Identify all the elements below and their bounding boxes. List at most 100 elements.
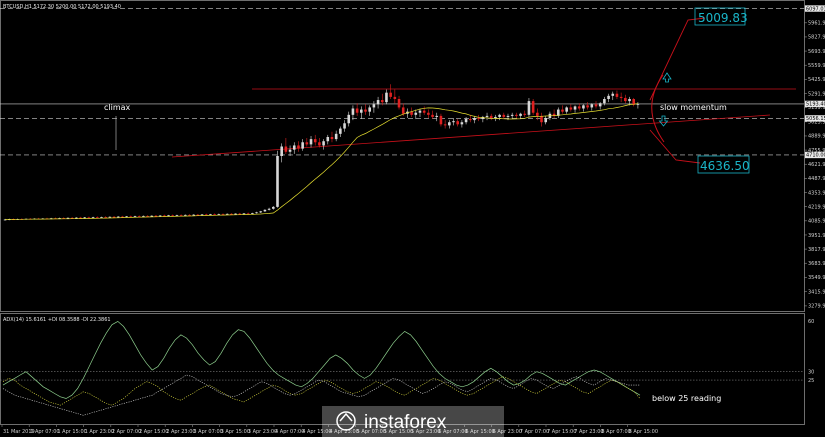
candle bbox=[477, 114, 480, 122]
candle bbox=[489, 113, 493, 121]
candle bbox=[368, 105, 371, 116]
candle-body bbox=[540, 115, 543, 123]
candle-body bbox=[234, 213, 237, 215]
candle-body bbox=[443, 124, 447, 126]
candle bbox=[607, 93, 610, 103]
candle-body bbox=[196, 214, 200, 216]
candle bbox=[410, 107, 413, 117]
watermark-text: instaforex bbox=[364, 412, 447, 433]
price-tick-label: 5559.95 bbox=[808, 63, 825, 69]
price-tag-box bbox=[805, 115, 825, 122]
candle bbox=[619, 92, 623, 103]
candle bbox=[582, 104, 585, 112]
candle-body bbox=[318, 142, 321, 146]
candle-body bbox=[586, 105, 589, 108]
price-tick-label: 4085.95 bbox=[808, 219, 825, 225]
candle-body bbox=[473, 118, 476, 121]
horizontal-levels bbox=[0, 8, 804, 156]
price-tick-label: 3951.95 bbox=[808, 233, 825, 239]
candle-body bbox=[158, 215, 162, 217]
candle-body bbox=[95, 217, 99, 219]
time-tick-label: 7 Apr 23:00 bbox=[574, 429, 603, 435]
candle bbox=[255, 211, 258, 214]
candle bbox=[133, 215, 137, 218]
candle-body bbox=[116, 216, 120, 218]
price-tick-label: 5425.95 bbox=[808, 77, 825, 83]
candle-body bbox=[154, 215, 158, 217]
candle-body bbox=[506, 115, 510, 117]
candle bbox=[292, 142, 296, 154]
candle bbox=[364, 104, 367, 115]
candle bbox=[515, 112, 518, 118]
time-tick-label: 2 Apr 15:00 bbox=[139, 429, 168, 435]
adx-tick-label: 60 bbox=[808, 319, 814, 325]
time-tick-label: 5 Apr 15:00 bbox=[384, 429, 413, 435]
candle-body bbox=[477, 118, 480, 120]
candle-body bbox=[175, 215, 179, 216]
candle bbox=[167, 214, 170, 217]
candle-body bbox=[489, 115, 493, 118]
candle-body bbox=[137, 216, 141, 217]
candle bbox=[544, 115, 548, 125]
adx-tick-label: 30 bbox=[808, 369, 814, 375]
moving-average-line bbox=[5, 103, 638, 220]
candle-body bbox=[569, 107, 573, 110]
candle bbox=[284, 138, 288, 154]
candle-body bbox=[401, 107, 405, 114]
candle-body bbox=[3, 219, 7, 221]
lower-target-label: 4636.50 bbox=[700, 159, 750, 173]
candle-body bbox=[372, 104, 376, 108]
candle-body bbox=[104, 217, 107, 218]
time-tick-label: 6 Apr 15:00 bbox=[465, 429, 494, 435]
candle bbox=[322, 139, 325, 150]
candle bbox=[251, 212, 254, 215]
candle bbox=[91, 216, 95, 219]
candle-body bbox=[552, 113, 556, 116]
time-tick-label: 8 Apr 15:00 bbox=[629, 429, 658, 435]
candle-body bbox=[582, 105, 585, 109]
candle bbox=[561, 105, 564, 114]
candle-body bbox=[217, 214, 221, 215]
candle-body bbox=[66, 217, 70, 219]
candle-body bbox=[179, 215, 183, 216]
candle-body bbox=[242, 213, 246, 215]
candle-body bbox=[79, 217, 82, 219]
candle bbox=[573, 105, 577, 113]
candle-body bbox=[519, 113, 522, 116]
price-tick-label: 3279.95 bbox=[808, 304, 825, 310]
candle-body bbox=[309, 139, 313, 145]
candle bbox=[468, 114, 472, 123]
candle bbox=[615, 90, 619, 99]
candle bbox=[171, 214, 175, 217]
chart-frame bbox=[0, 0, 805, 425]
candle-body bbox=[561, 109, 564, 112]
candle bbox=[83, 217, 87, 219]
candle bbox=[556, 107, 560, 118]
candle-body bbox=[334, 133, 338, 140]
candle bbox=[460, 120, 464, 128]
candle bbox=[263, 209, 267, 212]
candle bbox=[309, 135, 313, 148]
candle-body bbox=[427, 112, 430, 115]
candle-body bbox=[468, 119, 472, 121]
candle bbox=[448, 120, 451, 129]
price-tick-label: 3549.95 bbox=[808, 275, 825, 281]
candle bbox=[137, 215, 141, 217]
candle bbox=[427, 109, 430, 118]
candle-body bbox=[418, 110, 422, 113]
candle-body bbox=[251, 213, 254, 214]
candle-body bbox=[188, 214, 191, 216]
candle bbox=[577, 103, 581, 111]
candle bbox=[288, 145, 292, 156]
upper-target-label: 5009.83 bbox=[698, 11, 748, 25]
candle bbox=[360, 106, 363, 120]
candle-body bbox=[292, 145, 296, 150]
candle-body bbox=[590, 104, 594, 108]
candle bbox=[435, 112, 439, 122]
candle-body bbox=[301, 142, 304, 149]
candle bbox=[439, 113, 443, 127]
candle-body bbox=[91, 217, 95, 219]
candle-body bbox=[498, 114, 501, 117]
